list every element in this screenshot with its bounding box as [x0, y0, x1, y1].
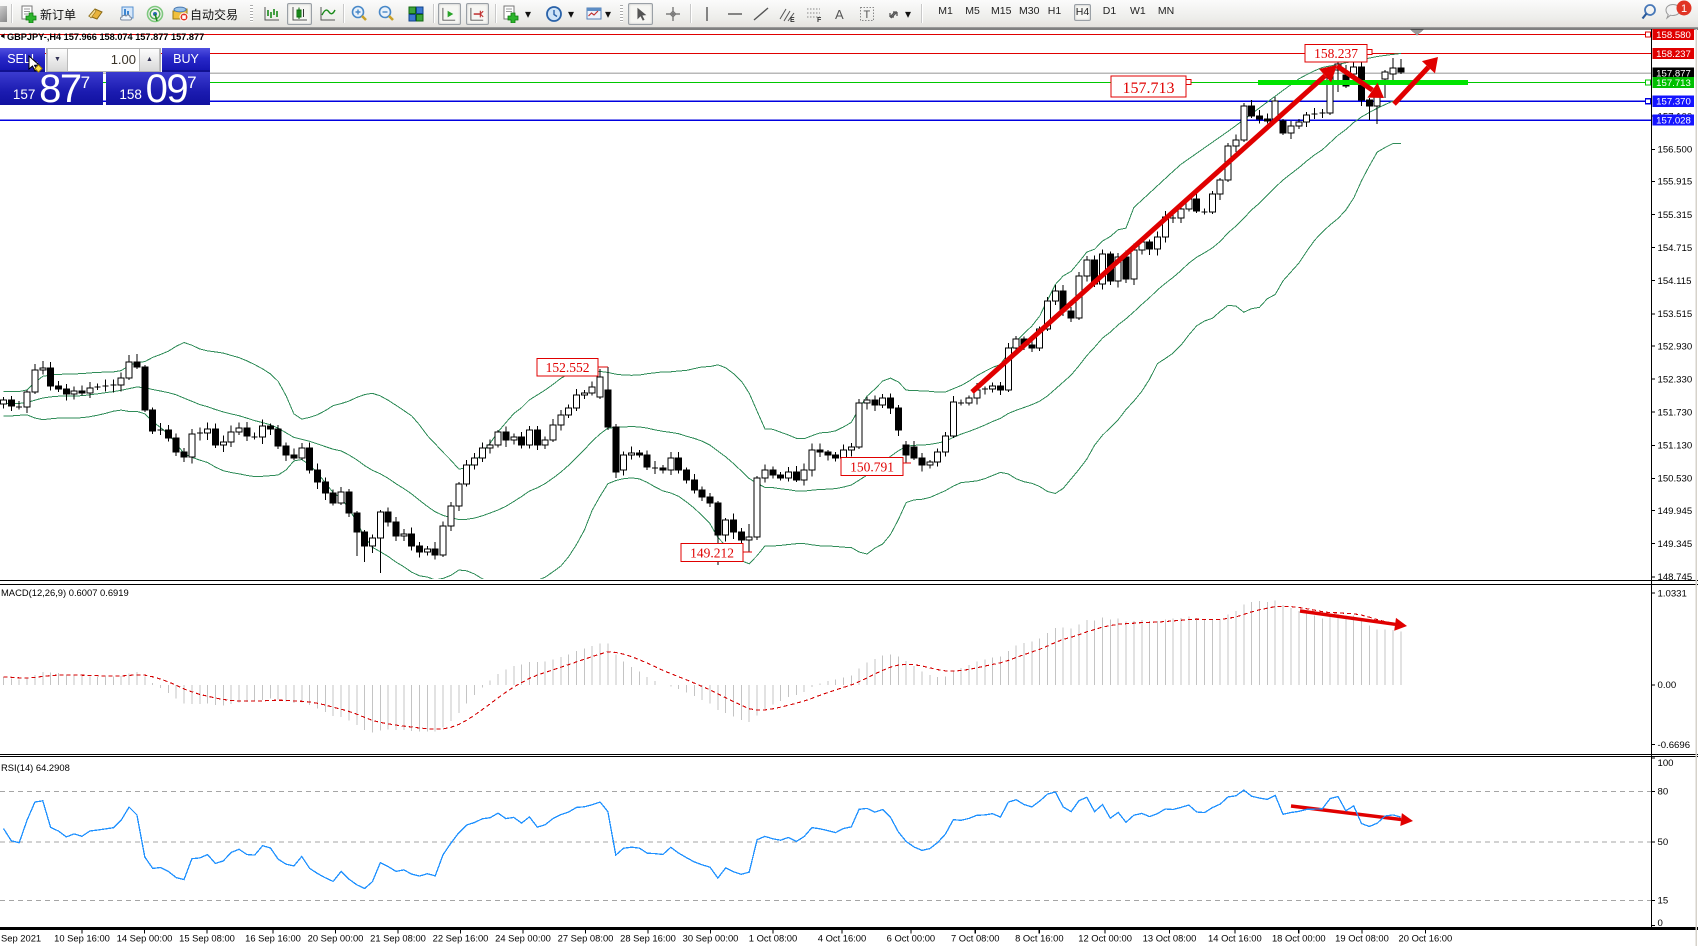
svg-text:RSI(14) 64.2908: RSI(14) 64.2908: [1, 762, 70, 773]
svg-text:16 Sep 16:00: 16 Sep 16:00: [245, 933, 301, 944]
svg-text:100: 100: [1658, 758, 1674, 769]
svg-text:155.915: 155.915: [1658, 177, 1693, 188]
svg-text:7 Oct 08:00: 7 Oct 08:00: [951, 933, 999, 944]
svg-text:14 Oct 16:00: 14 Oct 16:00: [1208, 933, 1262, 944]
svg-text:80: 80: [1658, 787, 1669, 798]
svg-text:20 Oct 16:00: 20 Oct 16:00: [1399, 933, 1453, 944]
svg-text:18 Oct 00:00: 18 Oct 00:00: [1272, 933, 1326, 944]
svg-text:157.877: 157.877: [1656, 69, 1691, 80]
svg-text:156.500: 156.500: [1658, 145, 1693, 156]
svg-text:GBPJPY-,H4 157.966 158.074 15: GBPJPY-,H4 157.966 158.074 157.877 157.8…: [7, 32, 204, 42]
svg-text:150.530: 150.530: [1658, 474, 1693, 485]
svg-text:13 Oct 08:00: 13 Oct 08:00: [1143, 933, 1197, 944]
svg-text:-0.6696: -0.6696: [1658, 740, 1691, 751]
svg-text:1: 1: [1681, 3, 1687, 15]
svg-text:15: 15: [1658, 896, 1669, 907]
svg-text:6 Oct 00:00: 6 Oct 00:00: [887, 933, 935, 944]
svg-text:157.713: 157.713: [1123, 80, 1175, 97]
svg-text:149.945: 149.945: [1658, 506, 1693, 517]
svg-text:148.745: 148.745: [1658, 572, 1693, 583]
svg-text:20 Sep 00:00: 20 Sep 00:00: [308, 933, 364, 944]
svg-text:158.580: 158.580: [1656, 30, 1691, 41]
svg-text:154.115: 154.115: [1658, 276, 1692, 287]
svg-text:157.370: 157.370: [1656, 97, 1691, 108]
svg-text:153.515: 153.515: [1658, 309, 1693, 320]
svg-text:149.212: 149.212: [690, 545, 734, 560]
svg-text:21 Sep 08:00: 21 Sep 08:00: [370, 933, 426, 944]
svg-text:157.028: 157.028: [1656, 116, 1691, 127]
svg-text:1 Oct 08:00: 1 Oct 08:00: [749, 933, 797, 944]
svg-text:Sep 2021: Sep 2021: [1, 933, 41, 944]
svg-text:MACD(12,26,9) 0.6007 0.6919: MACD(12,26,9) 0.6007 0.6919: [1, 587, 129, 598]
svg-text:12 Oct 00:00: 12 Oct 00:00: [1078, 933, 1132, 944]
svg-text:19 Oct 08:00: 19 Oct 08:00: [1335, 933, 1389, 944]
svg-text:E: E: [790, 17, 795, 23]
svg-text:24 Sep 00:00: 24 Sep 00:00: [495, 933, 551, 944]
svg-text:154.715: 154.715: [1658, 243, 1693, 254]
svg-text:0: 0: [1658, 918, 1663, 929]
svg-text:8 Oct 16:00: 8 Oct 16:00: [1015, 933, 1063, 944]
svg-text:T: T: [864, 9, 871, 21]
svg-text:A: A: [835, 7, 844, 22]
svg-text:28 Sep 16:00: 28 Sep 16:00: [620, 933, 676, 944]
svg-text:22 Sep 16:00: 22 Sep 16:00: [433, 933, 489, 944]
svg-text:10 Sep 16:00: 10 Sep 16:00: [54, 933, 110, 944]
svg-text:15 Sep 08:00: 15 Sep 08:00: [179, 933, 235, 944]
svg-text:27 Sep 08:00: 27 Sep 08:00: [558, 933, 614, 944]
svg-text:152.930: 152.930: [1658, 341, 1693, 352]
svg-text:151.130: 151.130: [1658, 441, 1693, 452]
svg-text:50: 50: [1658, 837, 1669, 848]
svg-text:1.0331: 1.0331: [1658, 588, 1687, 599]
svg-text:158.237: 158.237: [1656, 49, 1691, 60]
svg-text:F: F: [817, 17, 822, 23]
svg-text:0.00: 0.00: [1658, 680, 1677, 691]
svg-text:157.713: 157.713: [1656, 78, 1691, 89]
svg-text:149.345: 149.345: [1658, 539, 1693, 550]
svg-text:152.330: 152.330: [1658, 374, 1693, 385]
svg-text:158.237: 158.237: [1314, 46, 1358, 61]
svg-text:150.791: 150.791: [850, 459, 894, 474]
svg-text:30 Sep 00:00: 30 Sep 00:00: [683, 933, 739, 944]
svg-text:151.730: 151.730: [1658, 407, 1693, 418]
svg-text:155.315: 155.315: [1658, 210, 1693, 221]
svg-text:4 Oct 16:00: 4 Oct 16:00: [818, 933, 866, 944]
svg-text:152.552: 152.552: [546, 360, 590, 375]
svg-text:14 Sep 00:00: 14 Sep 00:00: [117, 933, 173, 944]
